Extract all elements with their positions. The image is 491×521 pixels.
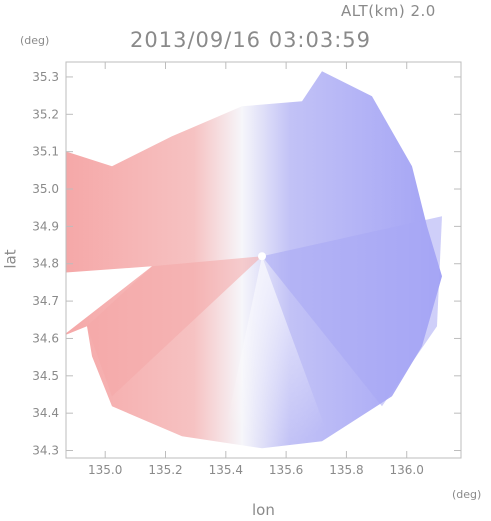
outbound-sector xyxy=(261,216,442,407)
radar-site-marker xyxy=(257,252,266,261)
plot-border xyxy=(65,61,462,459)
y-tick-label: 35.0 xyxy=(32,182,59,196)
x-tick-label: 136.0 xyxy=(390,463,424,477)
y-tick-label: 34.4 xyxy=(32,406,59,420)
y-tick-label: 35.3 xyxy=(32,70,59,84)
x-tick-label: 135.6 xyxy=(269,463,303,477)
timestamp-title: 2013/09/16 03:03:59 xyxy=(130,28,372,52)
y-tick-label: 35.2 xyxy=(32,107,59,121)
plot-frame xyxy=(65,61,462,459)
inbound-sector xyxy=(86,256,262,397)
y-tick-label: 34.6 xyxy=(32,331,59,345)
near-zero-wedge xyxy=(221,256,332,447)
velocity-field xyxy=(66,71,442,449)
coverage-area xyxy=(66,71,442,449)
y-tick-label: 34.8 xyxy=(32,257,59,271)
x-tick-label: 135.0 xyxy=(88,463,122,477)
y-tick-label: 34.7 xyxy=(32,294,59,308)
y-axis-ticks: 34.3 34.4 34.5 34.6 34.7 34.8 34.9 35.0 35.1 35.2… xyxy=(32,70,461,458)
x-tick-label: 135.8 xyxy=(329,463,363,477)
y-unit-label: (deg) xyxy=(20,34,50,47)
x-unit-label: (deg) xyxy=(452,488,482,501)
x-axis-label: lon xyxy=(252,501,275,519)
y-tick-label: 35.1 xyxy=(32,145,59,159)
altitude-label: ALT(km) 2.0 xyxy=(341,2,436,20)
x-tick-label: 135.4 xyxy=(209,463,243,477)
y-tick-label: 34.5 xyxy=(32,369,59,383)
y-tick-label: 34.9 xyxy=(32,219,59,233)
x-axis-ticks: 135.0 135.2 135.4 135.6 135.8 136.0 xyxy=(88,62,424,477)
y-tick-label: 34.3 xyxy=(32,444,59,458)
x-tick-label: 135.2 xyxy=(148,463,182,477)
